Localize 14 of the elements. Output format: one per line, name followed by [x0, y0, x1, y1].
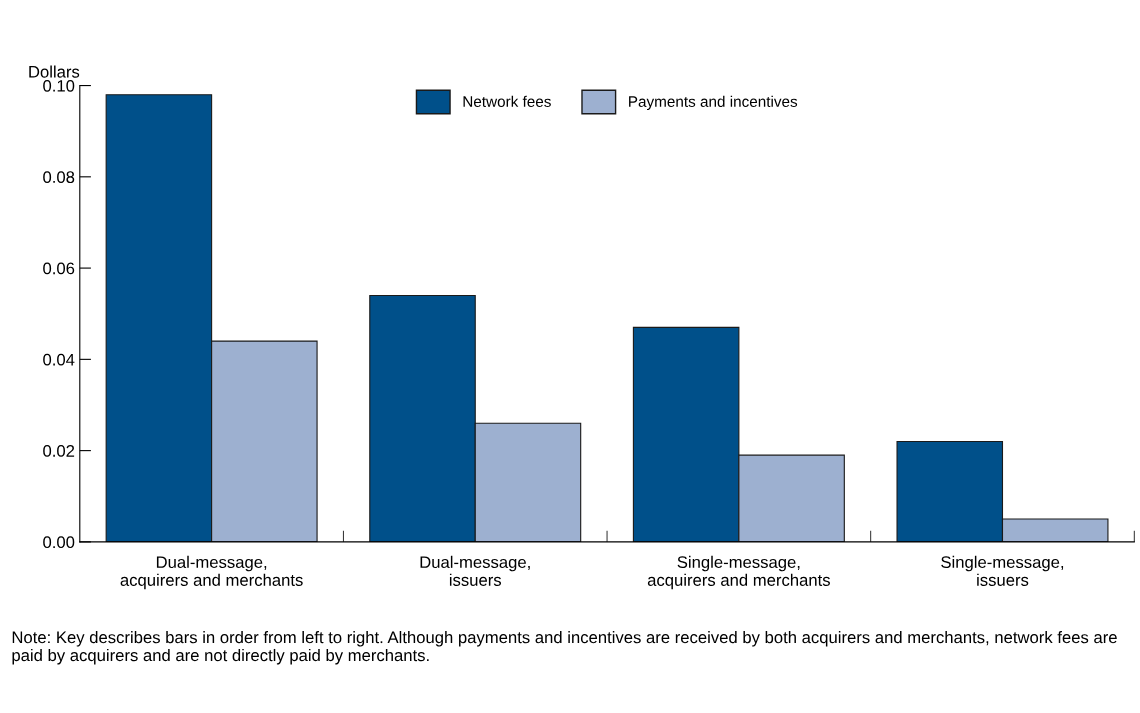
- x-tick-label: Dual-message, acquirers and merchants: [120, 555, 303, 590]
- x-tick-label: Single-message, acquirers and merchants: [647, 555, 830, 590]
- y-axis-title: Dollars: [29, 65, 80, 78]
- text: Note: Key describes bars in order from left to right. Although payments and incentives are received by both acquirers and merchants, network fees are paid by acquirers and are not directly paid by merchants.: [12, 631, 1117, 665]
- legend-label: Payments and incentives: [629, 95, 798, 111]
- legend-label: Network fees: [463, 95, 551, 107]
- y-tick-label: 0.08: [43, 171, 75, 184]
- y-tick-label: 0.02: [43, 445, 75, 457]
- y-tick-label: 0.10: [43, 79, 75, 92]
- x-tick-label: Single-message, issuers: [941, 555, 1064, 586]
- y-tick-label: 0.06: [43, 262, 75, 275]
- y-tick-label: 0.00: [43, 536, 75, 549]
- x-tick-label: Dual-message, issuers: [420, 555, 530, 586]
- y-tick-label: 0.04: [43, 353, 75, 366]
